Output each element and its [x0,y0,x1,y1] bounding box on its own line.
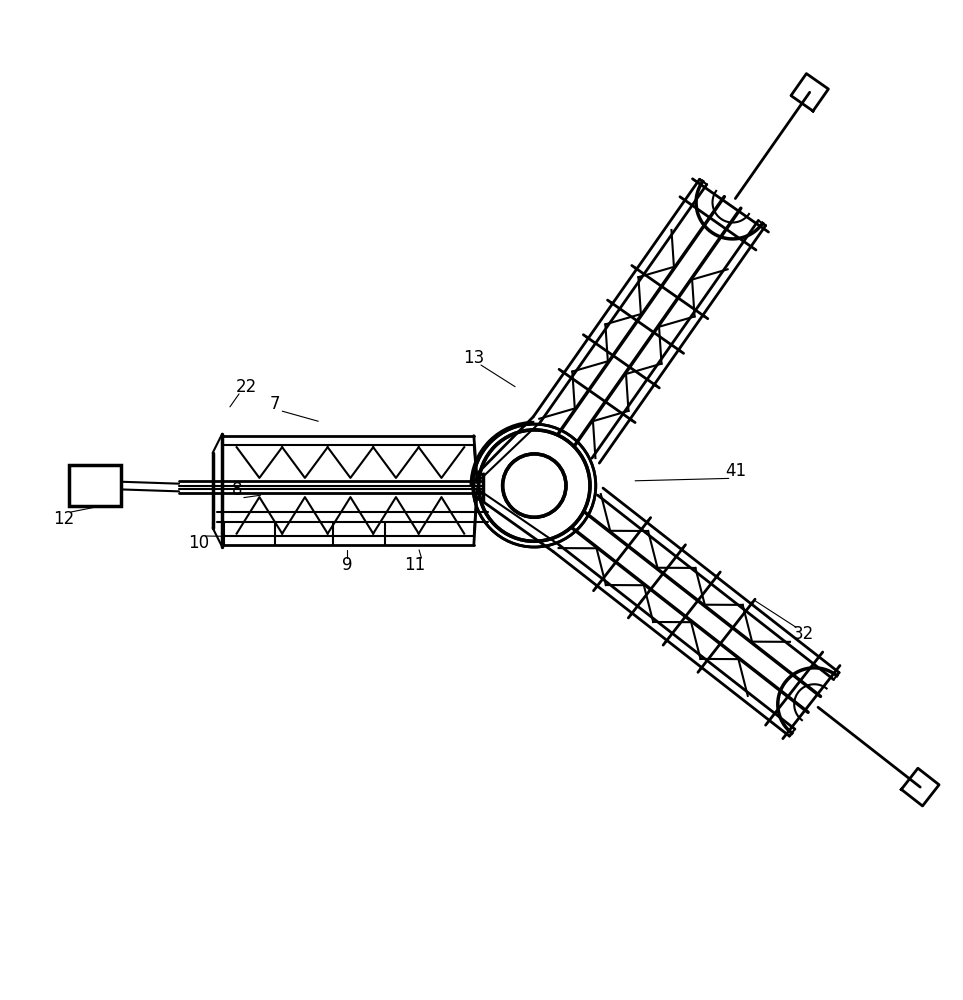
Text: 11: 11 [403,556,425,574]
Text: 12: 12 [53,510,74,528]
Bar [68,465,121,506]
Text: 41: 41 [725,462,746,480]
Text: 8: 8 [231,481,242,499]
Text: 22: 22 [236,378,257,396]
Text: 32: 32 [793,625,814,643]
Text: 9: 9 [342,556,352,574]
Text: 7: 7 [270,395,280,413]
Text: 10: 10 [188,534,209,552]
Text: 13: 13 [463,349,484,367]
